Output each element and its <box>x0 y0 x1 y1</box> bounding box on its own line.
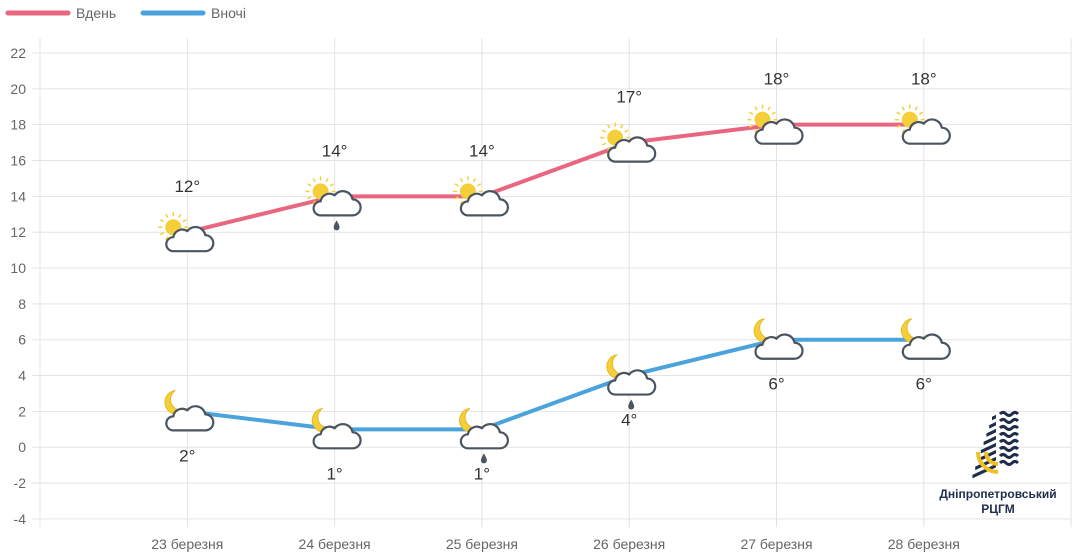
data-label: 2° <box>179 446 195 465</box>
series-line-night <box>187 337 924 432</box>
sun-cloud-icon <box>158 212 215 253</box>
y-tick-label: 22 <box>10 45 26 61</box>
x-tick-label: 27 березня <box>740 536 812 552</box>
sun-cloud-icon <box>452 176 509 217</box>
data-label: 4° <box>621 411 637 430</box>
y-tick-label: 18 <box>10 117 26 133</box>
y-tick-label: -4 <box>14 511 27 527</box>
y-tick-label: 6 <box>18 332 26 348</box>
moon-cloud-rain-icon <box>459 407 509 464</box>
data-label: 18° <box>764 70 790 89</box>
data-label: 1° <box>326 464 342 483</box>
x-tick-label: 23 березня <box>151 536 223 552</box>
y-tick-label: 2 <box>18 403 26 419</box>
x-tick-label: 26 березня <box>593 536 665 552</box>
y-tick-label: 8 <box>18 296 26 312</box>
moon-cloud-icon <box>900 318 951 360</box>
y-tick-label: 0 <box>18 439 26 455</box>
moon-cloud-icon <box>164 389 215 432</box>
moon-cloud-icon <box>753 318 804 360</box>
y-tick-label: -2 <box>14 475 27 491</box>
series-line-day <box>186 122 924 235</box>
data-label: 12° <box>174 177 200 196</box>
logo-text-line1: Дніпропетровський <box>939 487 1056 501</box>
legend-label[interactable]: Вдень <box>76 5 116 21</box>
data-label: 18° <box>911 70 937 89</box>
y-tick-label: 12 <box>10 224 26 240</box>
sun-cloud-rain-icon <box>305 176 362 231</box>
y-tick-label: 4 <box>18 368 26 384</box>
data-label: 17° <box>616 88 642 107</box>
data-label: 1° <box>474 464 490 483</box>
logo-text-line2: РЦГМ <box>981 502 1015 516</box>
rcgm-logo <box>972 411 1020 479</box>
data-label: 6° <box>768 375 784 394</box>
x-tick-label: 24 березня <box>299 536 371 552</box>
y-tick-label: 16 <box>10 153 26 169</box>
moon-cloud-icon <box>311 407 362 450</box>
y-tick-label: 10 <box>10 260 26 276</box>
sun-cloud-icon <box>600 122 657 163</box>
sun-cloud-icon <box>894 104 951 145</box>
moon-cloud-rain-icon <box>606 354 657 410</box>
data-label: 6° <box>916 375 932 394</box>
sun-cloud-icon <box>747 104 804 145</box>
data-label: 14° <box>322 141 348 160</box>
y-tick-label: 20 <box>10 81 26 97</box>
x-tick-label: 25 березня <box>446 536 518 552</box>
legend-label[interactable]: Вночі <box>211 5 246 21</box>
x-tick-label: 28 березня <box>888 536 960 552</box>
data-label: 14° <box>469 141 495 160</box>
y-tick-label: 14 <box>10 188 26 204</box>
